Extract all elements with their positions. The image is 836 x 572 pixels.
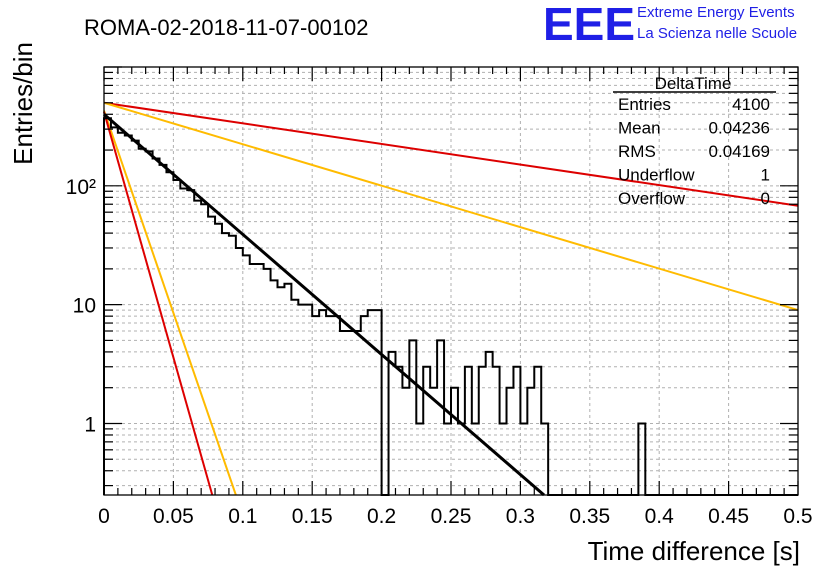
stats-row-label: Overflow bbox=[618, 189, 686, 208]
x-tick-label: 0.3 bbox=[506, 505, 535, 528]
stats-row-value: 0.04169 bbox=[709, 142, 770, 161]
y-tick-labels: 1 10 10² bbox=[66, 176, 96, 437]
x-tick-label: 0.45 bbox=[708, 505, 749, 528]
grid bbox=[104, 67, 798, 495]
x-tick-label: 0.25 bbox=[431, 505, 472, 528]
stats-box: DeltaTime Entries 4100 Mean 0.04236 RMS 0.041… bbox=[613, 74, 776, 208]
fit-line bbox=[103, 111, 214, 496]
fit-line bbox=[103, 101, 799, 312]
y-tick-label: 10² bbox=[66, 176, 96, 199]
stats-row-value: 4100 bbox=[732, 95, 770, 114]
x-tick-label: 0.2 bbox=[367, 505, 396, 528]
stats-row-label: Mean bbox=[618, 119, 661, 138]
stats-rows: Entries 4100 Mean 0.04236 RMS 0.04169 Underflo… bbox=[618, 95, 770, 208]
brand-line2: La Scienza nelle Scuole bbox=[637, 25, 797, 42]
stats-row-value: 1 bbox=[761, 166, 770, 185]
fit-line bbox=[103, 113, 545, 497]
stats-row-label: RMS bbox=[618, 142, 656, 161]
axis-ticks bbox=[103, 66, 799, 495]
fit-line bbox=[103, 110, 237, 496]
x-tick-label: 0.5 bbox=[783, 505, 812, 528]
stats-row-label: Underflow bbox=[618, 166, 695, 185]
chart-title: ROMA-02-2018-11-07-00102 bbox=[84, 15, 369, 40]
x-tick-label: 0 bbox=[98, 505, 110, 528]
x-tick-label: 0.15 bbox=[292, 505, 333, 528]
fit-line bbox=[103, 101, 799, 207]
x-axis-label: Time difference [s] bbox=[588, 536, 800, 566]
brand-line1: Extreme Energy Events bbox=[637, 4, 795, 21]
y-tick-label: 1 bbox=[84, 413, 96, 436]
brand-logo: EEE bbox=[543, 0, 635, 50]
x-tick-label: 0.1 bbox=[228, 505, 257, 528]
y-axis-label: Entries/bin bbox=[8, 42, 38, 165]
stats-row-value: 0.04236 bbox=[709, 119, 770, 138]
stats-row-value: 0 bbox=[761, 189, 770, 208]
fit-lines bbox=[103, 101, 799, 497]
x-tick-label: 0.4 bbox=[645, 505, 675, 528]
x-tick-labels: 0 0.05 0.1 0.15 0.2 0.25 0.3 0.35 0.4 0.45 0.5 bbox=[98, 505, 812, 528]
x-tick-label: 0.35 bbox=[569, 505, 610, 528]
stats-row-label: Entries bbox=[618, 95, 671, 114]
x-tick-label: 0.05 bbox=[153, 505, 194, 528]
y-tick-label: 10 bbox=[73, 295, 96, 318]
stats-title: DeltaTime bbox=[655, 74, 732, 93]
